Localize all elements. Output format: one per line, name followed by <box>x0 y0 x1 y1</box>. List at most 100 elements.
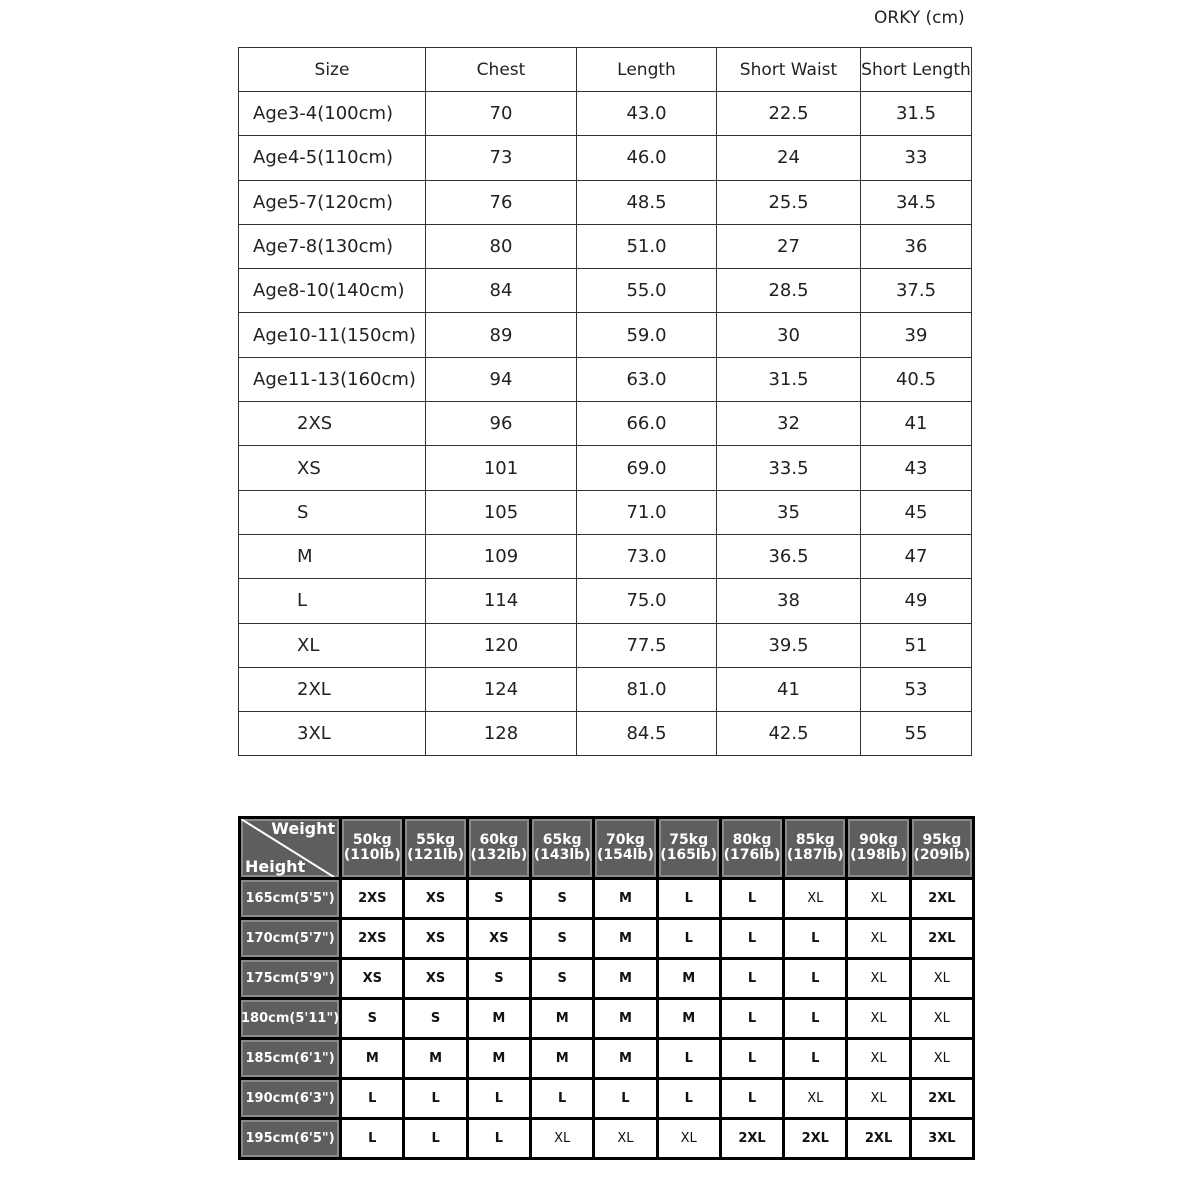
value-cell: 75.0 <box>576 578 717 624</box>
value-cell: 59.0 <box>576 312 717 358</box>
table-row: 165cm(5'5") 2XS XS S S M L L XL XL 2XL <box>237 877 976 920</box>
size-cell: Age8-10(140cm) <box>238 268 426 314</box>
height-header: 175cm(5'9") <box>237 957 343 1000</box>
table-row: Age10-11(150cm) 89 59.0 30 39 <box>238 312 972 358</box>
weight-header: 60kg (132lb) <box>465 816 533 880</box>
value-cell: 33 <box>860 135 972 181</box>
value-cell: 41 <box>860 401 972 447</box>
table-row: 2XS 96 66.0 32 41 <box>238 401 972 447</box>
value-cell: 89 <box>425 312 577 358</box>
size-cell: M <box>402 1037 469 1080</box>
value-cell: 43.0 <box>576 90 717 137</box>
size-cell: 3XL <box>238 711 426 757</box>
value-cell: 34.5 <box>860 179 972 225</box>
table-row: Age11-13(160cm) 94 63.0 31.5 40.5 <box>238 356 972 403</box>
value-cell: 24 <box>716 135 861 181</box>
size-cell: L <box>718 1077 786 1120</box>
value-cell: 31.5 <box>716 356 861 403</box>
table-row: XL 120 77.5 39.5 51 <box>238 622 972 668</box>
value-cell: 84 <box>425 268 577 314</box>
value-cell: 128 <box>425 711 577 757</box>
table-row: 190cm(6'3") L L L L L L L XL XL 2XL <box>237 1077 976 1120</box>
size-cell: XS <box>339 957 406 1000</box>
value-cell: 41 <box>716 666 861 713</box>
value-cell: 70 <box>425 90 577 137</box>
weight-kg: 50kg <box>352 832 392 848</box>
size-cell: S <box>465 877 533 920</box>
size-cell: S <box>238 489 426 535</box>
table-row: 175cm(5'9") XS XS S S M M L L XL XL <box>237 957 976 1000</box>
size-cell: L <box>655 1037 722 1080</box>
size-cell: S <box>529 957 596 1000</box>
weight-kg: 65kg <box>542 832 582 848</box>
size-cell: Age7-8(130cm) <box>238 223 426 270</box>
weight-kg: 95kg <box>922 832 962 848</box>
size-cell: M <box>592 1037 659 1080</box>
size-cell: XS <box>238 445 426 491</box>
size-cell: 2XL <box>908 877 976 920</box>
weight-header: 80kg (176lb) <box>718 816 786 880</box>
weight-kg: 70kg <box>606 832 645 848</box>
size-cell: L <box>465 1077 533 1120</box>
fit-guide-table: Weight Height 50kg (110lb) 55kg (121lb) 60kg… <box>237 816 976 1160</box>
height-header: 190cm(6'3") <box>237 1077 343 1120</box>
weight-lb: (132lb) <box>470 847 528 863</box>
size-cell: L <box>655 917 722 960</box>
height-header: 180cm(5'11") <box>237 997 343 1040</box>
weight-lb: (198lb) <box>850 847 907 863</box>
height-header: 165cm(5'5") <box>237 877 343 920</box>
value-cell: 46.0 <box>576 135 717 181</box>
value-cell: 27 <box>716 223 861 270</box>
table-row: Age5-7(120cm) 76 48.5 25.5 34.5 <box>238 179 972 225</box>
size-cell: L <box>655 877 722 920</box>
size-cell: L <box>782 957 849 1000</box>
size-cell: L <box>718 877 786 920</box>
weight-header: 70kg (154lb) <box>592 816 659 880</box>
value-cell: 43 <box>860 445 972 491</box>
value-cell: 73.0 <box>576 533 717 580</box>
weight-kg: 60kg <box>479 832 519 848</box>
size-cell: 2XS <box>339 917 406 960</box>
size-cell: L <box>718 1037 786 1080</box>
table-row: 170cm(5'7") 2XS XS XS S M L L L XL 2XL <box>237 917 976 960</box>
unit-label: ORKY (cm) <box>874 8 965 28</box>
size-cell: L <box>339 1077 406 1120</box>
size-cell: M <box>465 997 533 1040</box>
weight-lb: (187lb) <box>786 847 844 863</box>
value-cell: 73 <box>425 135 577 181</box>
height-label: Height <box>245 857 306 876</box>
size-cell: L <box>718 917 786 960</box>
size-cell: M <box>339 1037 406 1080</box>
size-cell: S <box>339 997 406 1040</box>
size-cell: M <box>655 957 722 1000</box>
table-row: Age8-10(140cm) 84 55.0 28.5 37.5 <box>238 268 972 314</box>
size-cell: XS <box>402 877 469 920</box>
table-row: L 114 75.0 38 49 <box>238 578 972 624</box>
size-cell: XS <box>402 957 469 1000</box>
height-header: 185cm(6'1") <box>237 1037 343 1080</box>
value-cell: 94 <box>425 356 577 403</box>
value-cell: 49 <box>860 578 972 624</box>
size-cell: M <box>592 917 659 960</box>
size-cell: 2XS <box>238 401 426 447</box>
value-cell: 63.0 <box>576 356 717 403</box>
weight-header: 95kg (209lb) <box>908 816 976 880</box>
size-cell: XL <box>908 1037 976 1080</box>
value-cell: 32 <box>716 401 861 447</box>
size-cell: XL <box>845 917 912 960</box>
value-cell: 51.0 <box>576 223 717 270</box>
size-cell: L <box>238 578 426 624</box>
size-cell: 2XL <box>782 1117 849 1160</box>
size-cell: XL <box>782 877 849 920</box>
table-row: 185cm(6'1") M M M M M L L L XL XL <box>237 1037 976 1080</box>
value-cell: 66.0 <box>576 401 717 447</box>
size-cell: XL <box>238 622 426 668</box>
size-cell: XL <box>782 1077 849 1120</box>
value-cell: 39 <box>860 312 972 358</box>
size-cell: S <box>529 917 596 960</box>
value-cell: 124 <box>425 666 577 713</box>
value-cell: 69.0 <box>576 445 717 491</box>
value-cell: 84.5 <box>576 711 717 757</box>
size-cell: XL <box>529 1117 596 1160</box>
value-cell: 101 <box>425 445 577 491</box>
